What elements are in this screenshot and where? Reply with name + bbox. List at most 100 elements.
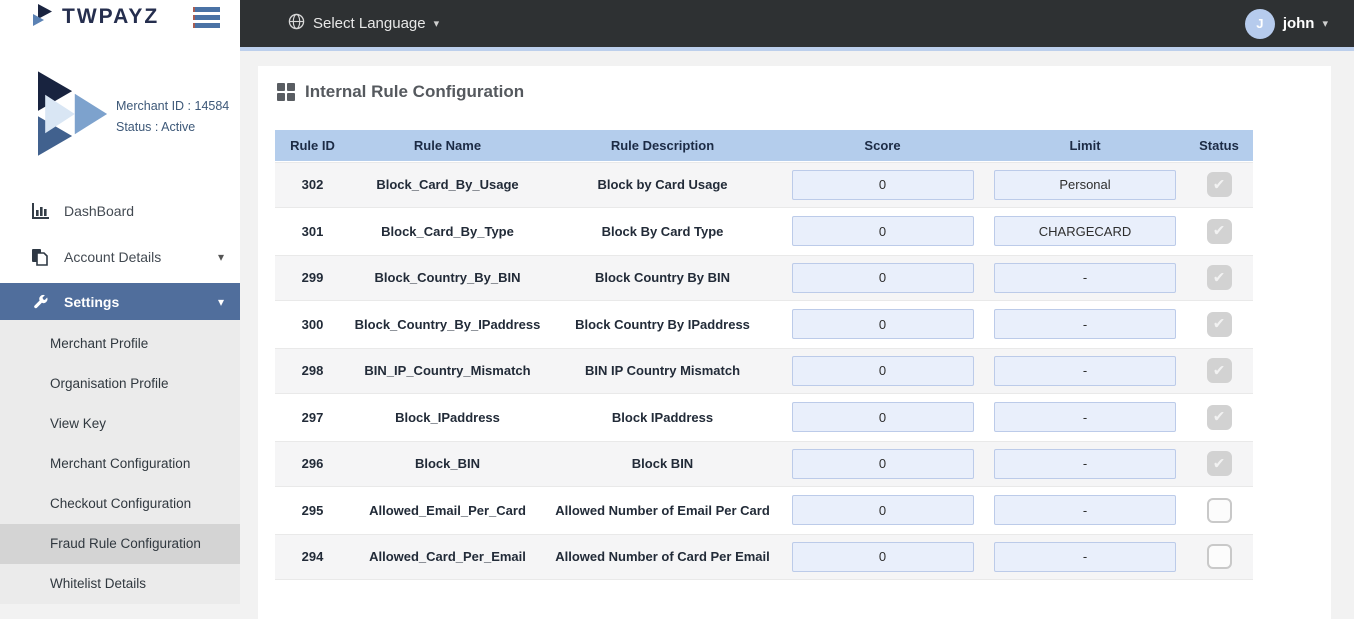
status-checkbox[interactable] bbox=[1206, 172, 1232, 198]
sidebar: TWPAYZ Merchant ID : 14584 Status : Acti… bbox=[0, 0, 240, 604]
sidebar-item-label: Account Details bbox=[64, 249, 162, 265]
table-row: 297 Block_IPaddress Block IPaddress bbox=[275, 393, 1253, 441]
table-row: 302 Block_Card_By_Usage Block by Card Us… bbox=[275, 161, 1253, 208]
score-input[interactable] bbox=[791, 355, 974, 386]
sidebar-item-account-details[interactable]: Account Details ▾ bbox=[0, 237, 240, 277]
chevron-down-icon: ▾ bbox=[217, 250, 224, 264]
chevron-down-icon: ▾ bbox=[1322, 18, 1328, 30]
merchant-logo bbox=[38, 68, 108, 165]
main-content: Internal Rule Configuration Rule ID Rule… bbox=[240, 51, 1354, 619]
rule-description: Block Country By IPaddress bbox=[575, 316, 750, 332]
rule-name: Allowed_Email_Per_Card bbox=[369, 502, 526, 518]
hamburger-menu-icon[interactable] bbox=[189, 3, 224, 32]
limit-input[interactable] bbox=[994, 355, 1176, 386]
table-row: 301 Block_Card_By_Type Block By Card Typ… bbox=[275, 207, 1253, 255]
rule-id: 299 bbox=[301, 270, 324, 286]
limit-input[interactable] bbox=[994, 448, 1176, 479]
settings-submenu: Merchant Profile Organisation Profile Vi… bbox=[0, 320, 240, 604]
rule-name: Block_IPaddress bbox=[395, 409, 500, 425]
wrench-icon bbox=[30, 294, 50, 310]
status-checkbox[interactable] bbox=[1206, 265, 1232, 291]
status-checkbox[interactable] bbox=[1206, 358, 1232, 384]
chevron-down-icon: ▾ bbox=[433, 18, 440, 30]
limit-input[interactable] bbox=[994, 216, 1176, 247]
rule-id: 300 bbox=[301, 316, 324, 332]
rule-id: 302 bbox=[301, 177, 324, 193]
limit-input[interactable] bbox=[994, 309, 1176, 340]
rule-id: 297 bbox=[301, 409, 324, 425]
sidebar-item-fraud-rule-configuration[interactable]: Fraud Rule Configuration bbox=[0, 524, 240, 564]
user-menu[interactable]: J john ▾ bbox=[1244, 8, 1328, 39]
user-name: john bbox=[1282, 15, 1315, 32]
rule-name: Block_Country_By_BIN bbox=[374, 270, 521, 286]
table-row: 300 Block_Country_By_IPaddress Block Cou… bbox=[275, 300, 1253, 348]
col-header-rule-id: Rule ID bbox=[290, 138, 335, 153]
table-header-row: Rule ID Rule Name Rule Description Score… bbox=[275, 130, 1253, 161]
limit-input[interactable] bbox=[994, 402, 1176, 433]
col-header-rule-name: Rule Name bbox=[413, 138, 482, 153]
status-checkbox[interactable] bbox=[1206, 404, 1232, 430]
rule-table: Rule ID Rule Name Rule Description Score… bbox=[275, 130, 1253, 580]
limit-input[interactable] bbox=[994, 541, 1176, 572]
grid-icon bbox=[277, 83, 295, 101]
bar-chart-icon bbox=[30, 203, 50, 219]
topbar: Select Language ▾ J john ▾ bbox=[240, 0, 1354, 51]
sidebar-item-settings[interactable]: Settings ▾ bbox=[0, 283, 240, 320]
rule-id: 294 bbox=[301, 549, 324, 565]
merchant-id: Merchant ID : 14584 bbox=[116, 98, 230, 113]
status-checkbox[interactable] bbox=[1206, 218, 1232, 244]
avatar: J bbox=[1244, 8, 1275, 39]
table-row: 296 Block_BIN Block BIN bbox=[275, 440, 1253, 487]
sidebar-item-checkout-configuration[interactable]: Checkout Configuration bbox=[50, 496, 192, 511]
sidebar-item-label: DashBoard bbox=[64, 203, 135, 219]
rule-description: Allowed Number of Email Per Card bbox=[555, 502, 770, 518]
limit-input[interactable] bbox=[994, 169, 1176, 200]
brand-logo[interactable]: TWPAYZ bbox=[30, 2, 159, 33]
sidebar-item-merchant-configuration[interactable]: Merchant Configuration bbox=[50, 456, 191, 471]
status-checkbox[interactable] bbox=[1206, 311, 1232, 337]
status-checkbox[interactable] bbox=[1206, 544, 1232, 570]
table-row: 295 Allowed_Email_Per_Card Allowed Numbe… bbox=[275, 486, 1253, 534]
score-input[interactable] bbox=[791, 402, 974, 433]
score-input[interactable] bbox=[791, 448, 974, 479]
sidebar-item-view-key[interactable]: View Key bbox=[50, 416, 107, 431]
status-checkbox[interactable] bbox=[1206, 451, 1232, 477]
rule-description: Block Country By BIN bbox=[594, 270, 731, 286]
score-input[interactable] bbox=[791, 169, 974, 200]
status-checkbox[interactable] bbox=[1206, 497, 1232, 523]
language-icon bbox=[288, 13, 305, 34]
rule-description: Block BIN bbox=[631, 456, 694, 472]
chevron-down-icon: ▾ bbox=[217, 294, 224, 309]
page-title: Internal Rule Configuration bbox=[305, 82, 525, 101]
col-header-status: Status bbox=[1199, 138, 1239, 153]
language-selector[interactable]: Select Language ▾ bbox=[288, 13, 439, 34]
limit-input[interactable] bbox=[994, 495, 1176, 526]
col-header-rule-description: Rule Description bbox=[610, 138, 715, 153]
sidebar-item-merchant-profile[interactable]: Merchant Profile bbox=[50, 336, 149, 351]
table-row: 298 BIN_IP_Country_Mismatch BIN IP Count… bbox=[275, 347, 1253, 394]
sidebar-item-whitelist-details[interactable]: Whitelist Details bbox=[50, 576, 147, 591]
sidebar-item-organisation-profile[interactable]: Organisation Profile bbox=[50, 376, 169, 391]
merchant-status: Status : Active bbox=[116, 119, 196, 134]
rule-description: Block By Card Type bbox=[601, 223, 724, 239]
score-input[interactable] bbox=[791, 495, 974, 526]
score-input[interactable] bbox=[791, 216, 974, 247]
copy-file-icon bbox=[30, 248, 50, 266]
sidebar-nav: DashBoard Account Details ▾ Settings ▾ bbox=[0, 191, 240, 604]
brand-name: TWPAYZ bbox=[62, 5, 160, 28]
sidebar-item-dashboard[interactable]: DashBoard bbox=[0, 191, 240, 231]
score-input[interactable] bbox=[791, 309, 974, 340]
rule-name: Block_Card_By_Type bbox=[381, 223, 514, 239]
rule-id: 301 bbox=[301, 223, 324, 239]
limit-input[interactable] bbox=[994, 262, 1176, 293]
rule-description: Block by Card Usage bbox=[597, 177, 728, 193]
sidebar-item-label: Settings bbox=[64, 293, 120, 310]
rule-description: Block IPaddress bbox=[611, 409, 714, 425]
brand-logo-icon bbox=[30, 2, 56, 33]
col-header-score: Score bbox=[864, 138, 901, 153]
table-row: 299 Block_Country_By_BIN Block Country B… bbox=[275, 254, 1253, 301]
rule-name: Block_BIN bbox=[414, 456, 481, 472]
score-input[interactable] bbox=[791, 262, 974, 293]
score-input[interactable] bbox=[791, 541, 974, 572]
rule-name: BIN_IP_Country_Mismatch bbox=[364, 363, 531, 379]
